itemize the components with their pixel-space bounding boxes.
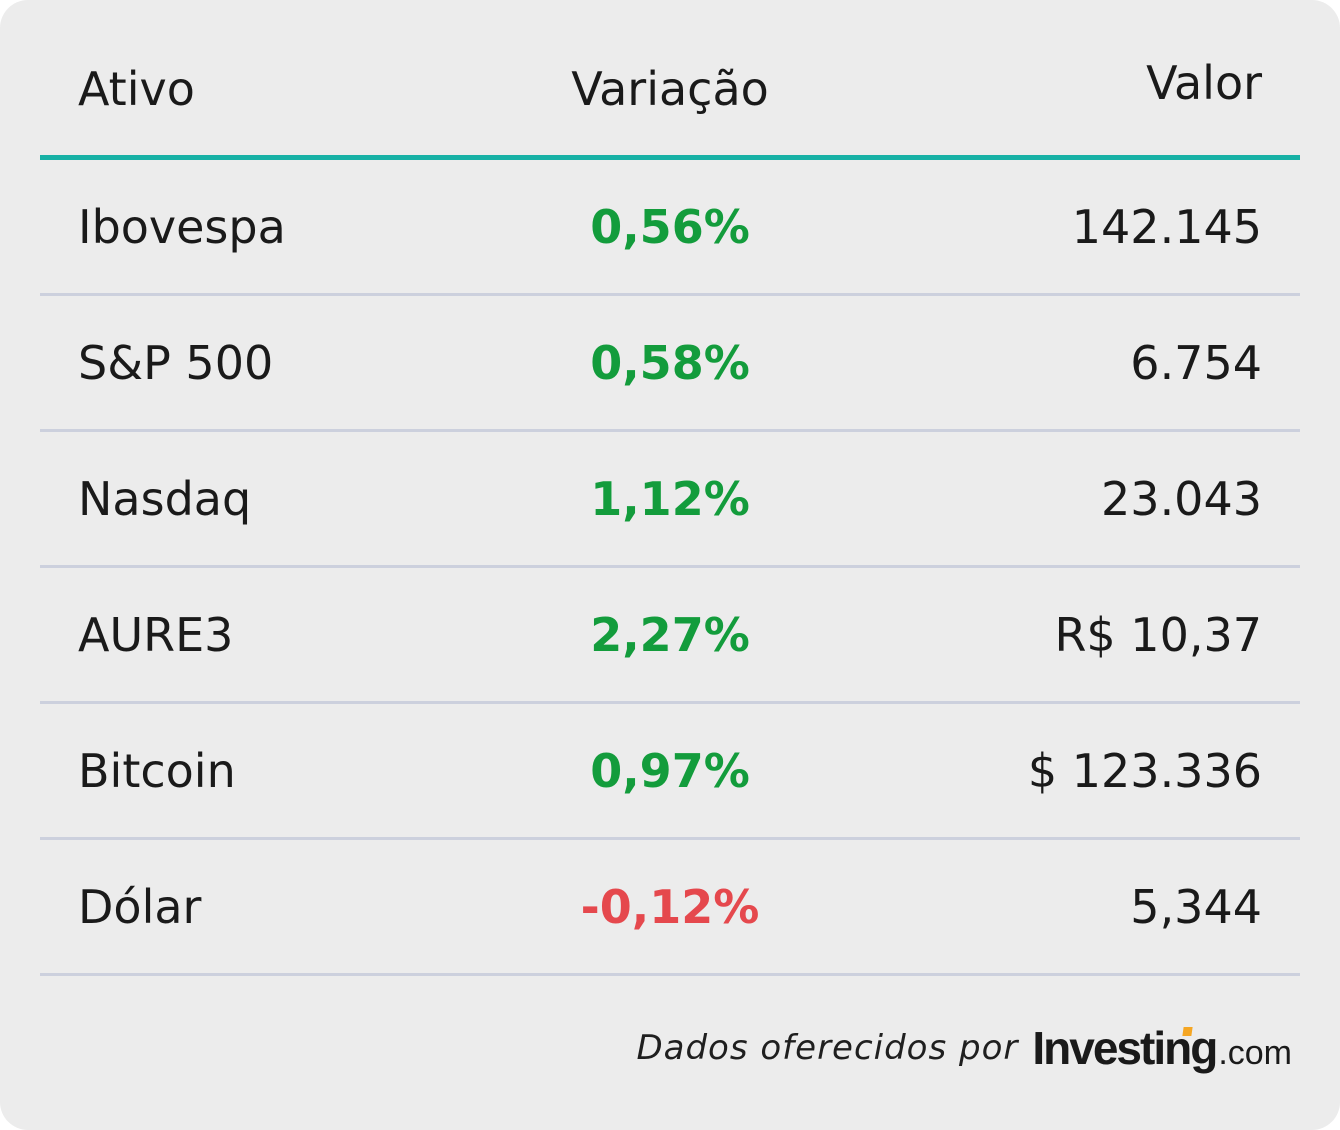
table-body: Ibovespa 0,56% 142.145 S&P 500 0,58% 6.7… — [40, 160, 1300, 976]
asset-value: 6.754 — [1130, 336, 1262, 390]
table-row: S&P 500 0,58% 6.754 — [40, 296, 1300, 432]
table-row: AURE3 2,27% R$ 10,37 — [40, 568, 1300, 704]
logo-dot-icon — [1182, 1027, 1194, 1036]
asset-name: Bitcoin — [78, 744, 236, 798]
asset-name: AURE3 — [78, 608, 234, 662]
investing-logo[interactable]: Investing .com — [1032, 1021, 1292, 1075]
table-row: Nasdaq 1,12% 23.043 — [40, 432, 1300, 568]
table-header: Ativo Variação Valor — [40, 0, 1300, 156]
asset-value: 5,344 — [1130, 880, 1262, 934]
asset-variation: 1,12% — [590, 472, 750, 526]
asset-name: S&P 500 — [78, 336, 274, 390]
asset-variation: 0,58% — [590, 336, 750, 390]
asset-name: Ibovespa — [78, 200, 286, 254]
asset-variation: 0,97% — [590, 744, 750, 798]
table-row: Dólar -0,12% 5,344 — [40, 840, 1300, 976]
asset-value: R$ 10,37 — [1054, 608, 1262, 662]
source-caption: Dados oferecidos por — [636, 1028, 1019, 1068]
asset-variation: 0,56% — [590, 200, 750, 254]
data-source-footer: Dados oferecidos por Investing .com — [636, 1018, 1292, 1078]
table-row: Ibovespa 0,56% 142.145 — [40, 160, 1300, 296]
header-divider — [40, 155, 1300, 160]
asset-name: Dólar — [78, 880, 202, 934]
asset-value: 23.043 — [1101, 472, 1262, 526]
logo-tld: .com — [1218, 1034, 1292, 1072]
table-row: Bitcoin 0,97% $ 123.336 — [40, 704, 1300, 840]
asset-name: Nasdaq — [78, 472, 252, 526]
header-value: Valor — [1146, 56, 1262, 110]
asset-variation: -0,12% — [580, 880, 760, 934]
header-variation: Variação — [571, 62, 769, 116]
logo-brand: Investing — [1032, 1021, 1218, 1075]
asset-variation: 2,27% — [590, 608, 750, 662]
asset-value: 142.145 — [1071, 200, 1262, 254]
asset-value: $ 123.336 — [1027, 744, 1262, 798]
header-asset: Ativo — [78, 62, 195, 116]
